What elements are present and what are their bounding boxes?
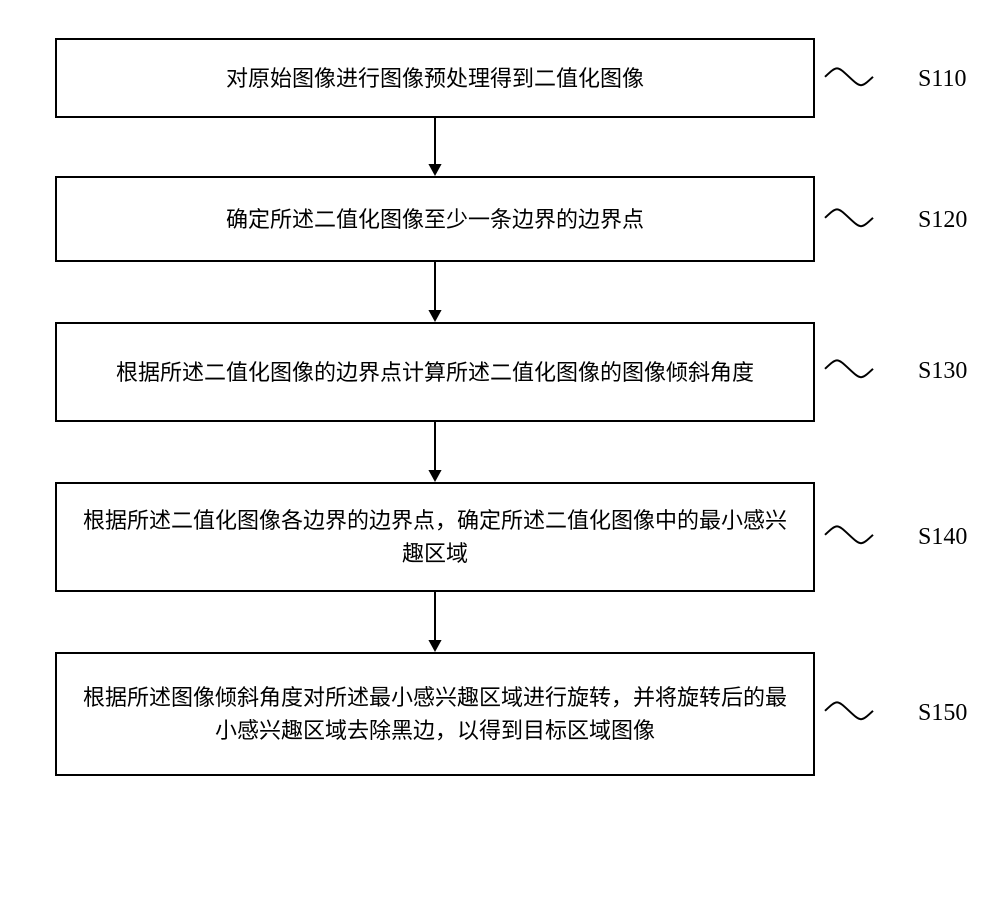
flowchart-canvas: 对原始图像进行图像预处理得到二值化图像S110确定所述二值化图像至少一条边界的边…: [0, 0, 1000, 918]
flowchart-step-id: S150: [918, 700, 967, 727]
step-label-connector: [0, 0, 1000, 918]
